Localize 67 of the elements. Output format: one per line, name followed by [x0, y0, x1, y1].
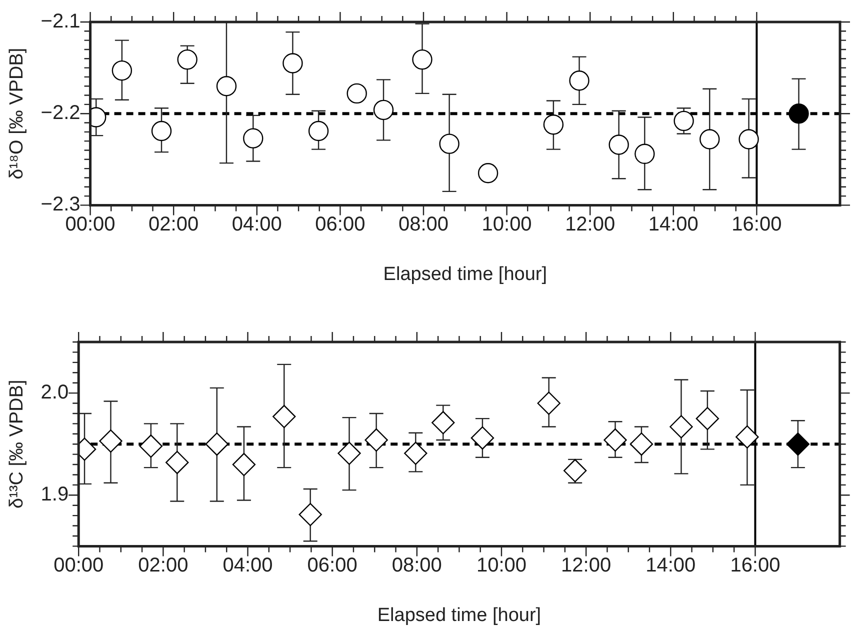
point: [604, 428, 627, 452]
point: [478, 163, 498, 184]
point: [99, 429, 122, 453]
x-tick-label: 06:00: [307, 554, 358, 577]
point: [563, 459, 587, 482]
point: [232, 452, 256, 476]
point: [272, 404, 296, 428]
x-tick-label: 00:00: [65, 214, 116, 236]
x-axis-title: Elapsed time [hour]: [383, 264, 547, 285]
y-axis-title: δ¹³C [‰ VPDB]: [6, 380, 28, 509]
point: [569, 70, 590, 91]
point: [205, 432, 228, 456]
point: [373, 100, 394, 120]
point: [788, 104, 809, 124]
point: [364, 428, 388, 452]
x-tick-label: 10:00: [476, 554, 527, 577]
point: [282, 53, 303, 74]
point: [439, 134, 460, 154]
y-tick-label: −2.1: [40, 10, 80, 33]
y-axis-title: δ¹⁸O [‰ VPDB]: [6, 48, 28, 180]
point: [308, 120, 329, 142]
point: [404, 442, 428, 465]
x-tick-label: 08:00: [398, 214, 449, 236]
point: [470, 426, 494, 450]
point: [670, 415, 693, 438]
point: [412, 49, 432, 70]
point: [432, 411, 455, 434]
y-tick-label: 2.0: [40, 382, 69, 404]
point: [216, 76, 237, 96]
y-tick-label: −2.3: [40, 194, 80, 216]
x-tick-label: 14:00: [648, 214, 698, 236]
x-tick-label: 08:00: [392, 554, 442, 577]
point: [696, 406, 720, 430]
point: [151, 120, 172, 142]
x-tick-label: 04:00: [232, 214, 282, 236]
point: [543, 114, 564, 135]
x-tick-label: 04:00: [222, 554, 273, 577]
point: [700, 129, 720, 150]
x-tick-label: 12:00: [565, 214, 616, 236]
point: [166, 450, 189, 474]
point: [674, 110, 694, 132]
point: [634, 144, 655, 164]
point: [630, 432, 654, 456]
point: [786, 432, 810, 456]
point: [112, 60, 132, 81]
point: [346, 83, 367, 104]
point: [139, 434, 163, 458]
point: [736, 425, 759, 449]
point: [298, 502, 322, 526]
point: [177, 49, 198, 70]
point: [243, 128, 264, 148]
x-tick-label: 00:00: [54, 554, 104, 577]
x-tick-label: 10:00: [482, 214, 532, 236]
x-axis-title: Elapsed time [hour]: [377, 604, 542, 626]
x-tick-label: 02:00: [148, 214, 199, 236]
x-tick-label: 12:00: [561, 554, 612, 577]
x-tick-label: 16:00: [732, 214, 782, 236]
y-tick-label: −2.2: [40, 102, 80, 124]
x-tick-label: 06:00: [315, 214, 366, 236]
point: [608, 134, 629, 155]
x-tick-label: 02:00: [138, 554, 188, 577]
point: [537, 392, 560, 415]
point: [738, 129, 759, 150]
point: [338, 442, 361, 465]
y-tick-label: 1.9: [40, 484, 69, 506]
x-tick-label: 14:00: [646, 554, 696, 577]
x-tick-label: 16:00: [730, 554, 780, 577]
